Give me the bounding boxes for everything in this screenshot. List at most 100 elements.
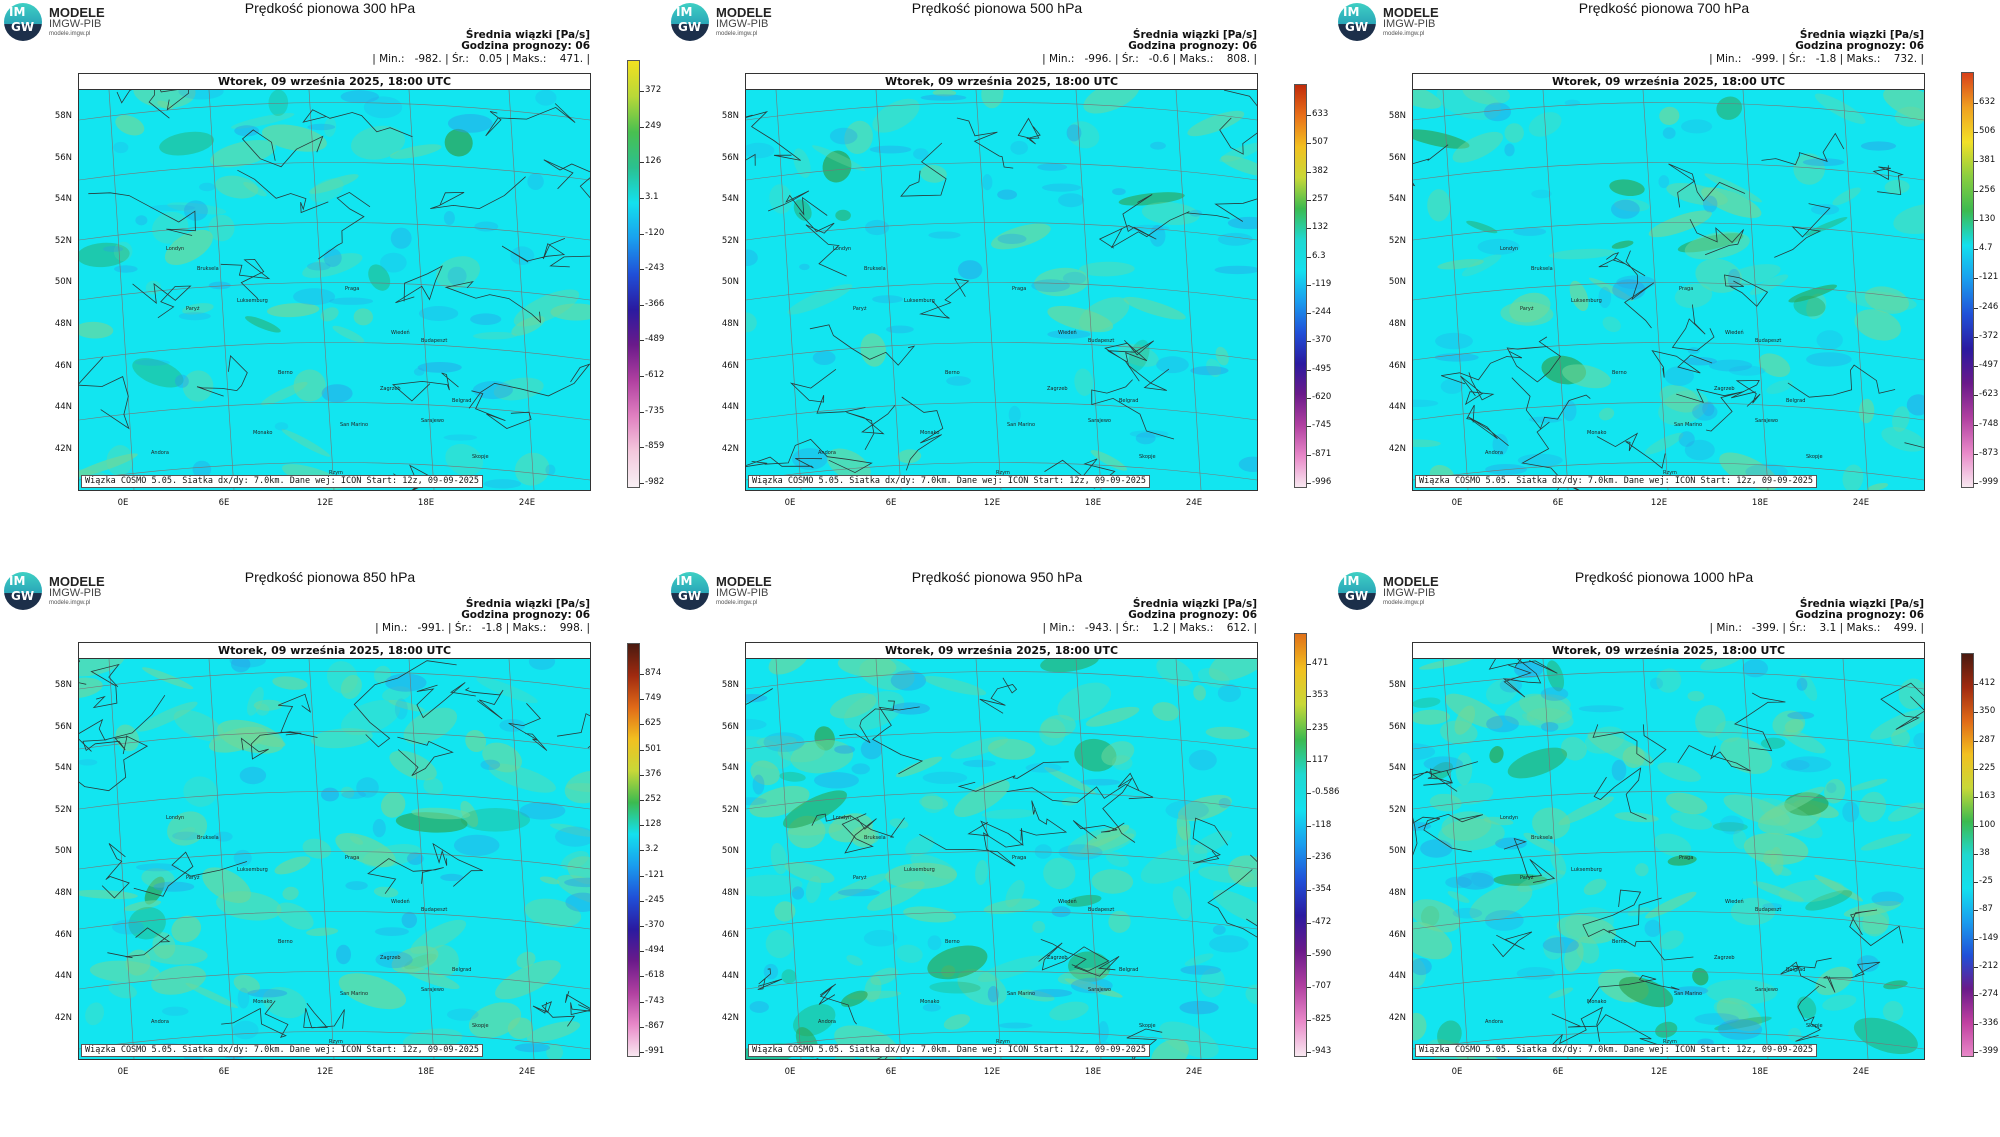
latitude-label: 42N — [54, 1012, 72, 1023]
model-info-footer: Wiązka COSMO 5.05. Siatka dx/dy: 7.0km. … — [748, 475, 1151, 488]
forecast-panel: IM GW MODELE IMGW-PIB modele.imgw.pl Prędkość… — [667, 569, 1339, 1137]
colorbar-tick — [1974, 336, 1978, 338]
forecast-hour-label: Godzina prognozy: 06 — [1795, 609, 1924, 621]
city-label: Skopje — [1139, 1023, 1156, 1029]
longitude-label: 24E — [1185, 498, 1203, 508]
logo-url: modele.imgw.pl — [1383, 31, 1425, 37]
forecast-panel: IM GW MODELE IMGW-PIB modele.imgw.pl Prędkość… — [1334, 569, 2000, 1137]
colorbar-tick — [1307, 483, 1311, 484]
colorbar-tick-label: 100 — [1979, 819, 1996, 830]
latitude-label: 54N — [54, 763, 72, 774]
map-frame: Londyn Bruksela Luksemburg Paryż Praga Wiedeń… — [745, 73, 1258, 491]
latitude-label: 52N — [721, 804, 739, 815]
longitude-label: 18E — [417, 498, 435, 508]
colorbar-tick — [1307, 115, 1311, 116]
logo-badge-top: IM — [9, 5, 26, 19]
latitude-label: 54N — [54, 194, 72, 205]
latitude-label: 46N — [54, 360, 72, 371]
city-label: Londyn — [833, 246, 852, 252]
city-label: Londyn — [833, 815, 852, 821]
stats-line: | Min.: -991. | Śr.: -1.8 | Maks.: 998. … — [375, 622, 590, 634]
longitude-label: 0E — [784, 1067, 796, 1077]
colorbar-tick-label: 126 — [645, 156, 662, 167]
logo-badge-top: IM — [1343, 574, 1360, 588]
colorbar-tick — [1307, 171, 1311, 173]
colorbar-tick-label: 749 — [645, 693, 662, 704]
city-label: Rzym — [996, 470, 1010, 476]
latitude-label: 58N — [721, 680, 739, 690]
city-label: San Marino — [1674, 991, 1703, 997]
latitude-label: 50N — [1388, 846, 1406, 857]
logo-badge-bottom: GW — [1345, 589, 1369, 603]
colorbar-tick-label: 249 — [645, 120, 662, 131]
imgw-logo-icon: IM GW — [671, 572, 709, 610]
imgw-logo: IM GW MODELE IMGW-PIB modele.imgw.pl — [1338, 3, 1473, 45]
latitude-label: 54N — [1388, 763, 1406, 774]
longitude-label: 0E — [784, 498, 796, 508]
colorbar-tick-label: -982 — [645, 477, 665, 487]
city-label: Paryż — [186, 306, 200, 312]
latitude-label: 46N — [54, 929, 72, 940]
colorbar-tick-label: -472 — [1312, 916, 1332, 927]
colorbar-tick-label: -735 — [645, 405, 665, 416]
colorbar-tick-label: -336 — [1979, 1017, 1999, 1028]
imgw-logo-icon: IM GW — [4, 3, 42, 41]
colorbar-tick — [1307, 728, 1311, 730]
city-label: Londyn — [166, 815, 185, 821]
colorbar-tick-label: -991 — [645, 1046, 665, 1056]
latitude-label: 54N — [1388, 194, 1406, 205]
colorbar: 412 350 287 225 163 100 38 -25 -87 -149 -212 -274 -3… — [1961, 653, 1998, 1057]
latitude-label: 48N — [54, 888, 72, 898]
stats-line: | Min.: -943. | Śr.: 1.2 | Maks.: 612. | — [1042, 622, 1257, 634]
colorbar-tick — [1974, 1052, 1978, 1053]
city-label: Praga — [345, 855, 360, 861]
colorbar-tick-label: -873 — [1979, 447, 1999, 458]
colorbar-tick-label: 506 — [1979, 126, 1996, 137]
city-label: Paryż — [1520, 875, 1534, 881]
city-label: Bruksela — [864, 266, 886, 272]
colorbar-tick — [1307, 284, 1311, 286]
colorbar-tick — [640, 340, 644, 342]
city-label: Andora — [151, 1019, 169, 1025]
city-label: Monako — [1587, 430, 1607, 436]
colorbar-tick — [640, 483, 644, 484]
city-label: Paryż — [853, 306, 867, 312]
colorbar-tick — [1974, 219, 1978, 221]
imgw-logo-icon: IM GW — [1338, 572, 1376, 610]
longitude-label: 24E — [1852, 1067, 1870, 1077]
colorbar-tick — [640, 1052, 644, 1053]
logo-line1: MODELE — [716, 574, 772, 589]
latitude-label: 46N — [1388, 929, 1406, 940]
colorbar-tick — [640, 91, 644, 92]
colorbar-tick — [640, 1001, 644, 1003]
colorbar-tick-label: 3.2 — [645, 844, 659, 855]
latitude-label: 58N — [54, 680, 72, 690]
map-frame: Londyn Bruksela Luksemburg Paryż Praga Wiedeń… — [745, 642, 1258, 1060]
city-label: Bruksela — [1531, 266, 1553, 272]
logo-line2: IMGW-PIB — [1383, 587, 1436, 599]
colorbar-tick-label: -745 — [1312, 420, 1332, 431]
vertical-velocity-field: Londyn Bruksela Luksemburg Paryż Praga Wiedeń… — [746, 659, 1257, 1059]
latitude-label: 48N — [721, 888, 739, 898]
panel-title: Prędkość pionowa 700 hPa — [1578, 0, 1750, 16]
latitude-label: 52N — [1388, 804, 1406, 815]
ensemble-mean-label: Średnia wiązki [Pa/s] — [1132, 598, 1257, 610]
colorbar-tick-label: 257 — [1312, 193, 1329, 204]
imgw-logo: IM GW MODELE IMGW-PIB modele.imgw.pl — [4, 572, 139, 614]
forecast-hour-label: Godzina prognozy: 06 — [1128, 609, 1257, 621]
map-frame: Londyn Bruksela Luksemburg Paryż Praga Wiedeń… — [78, 73, 591, 491]
logo-line1: MODELE — [49, 5, 105, 20]
colorbar-tick — [1974, 483, 1978, 484]
city-label: Budapeszt — [1088, 338, 1115, 344]
forecast-hour-label: Godzina prognozy: 06 — [461, 40, 590, 52]
city-label: Budapeszt — [421, 907, 448, 913]
longitude-label: 0E — [117, 498, 129, 508]
imgw-logo: IM GW MODELE IMGW-PIB modele.imgw.pl — [1338, 572, 1473, 614]
colorbar-tick-label: -867 — [645, 1020, 665, 1031]
colorbar-tick — [1974, 797, 1978, 799]
panel-title: Prędkość pionowa 1000 hPa — [1574, 569, 1754, 585]
city-label: Praga — [1012, 286, 1027, 292]
city-label: Sarajewo — [1755, 418, 1778, 424]
colorbar-tick-label: -871 — [1312, 448, 1332, 459]
logo-url: modele.imgw.pl — [716, 31, 758, 37]
